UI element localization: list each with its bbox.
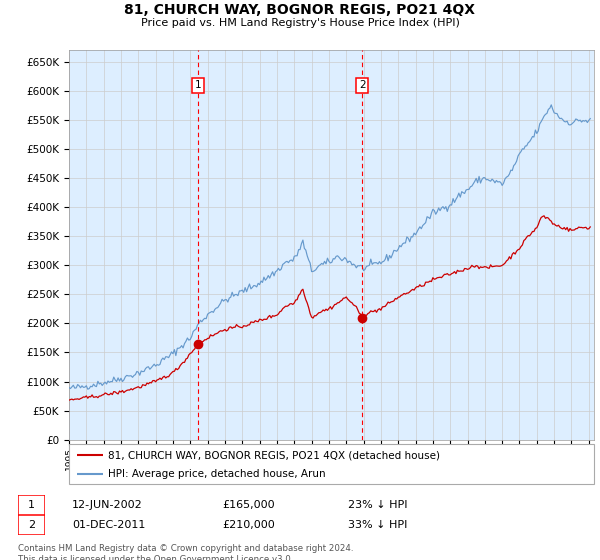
Text: 81, CHURCH WAY, BOGNOR REGIS, PO21 4QX (detached house): 81, CHURCH WAY, BOGNOR REGIS, PO21 4QX (… bbox=[109, 450, 440, 460]
Text: 12-JUN-2002: 12-JUN-2002 bbox=[72, 500, 143, 510]
Text: 2: 2 bbox=[28, 520, 35, 530]
Text: 23% ↓ HPI: 23% ↓ HPI bbox=[348, 500, 407, 510]
Text: HPI: Average price, detached house, Arun: HPI: Average price, detached house, Arun bbox=[109, 469, 326, 479]
Text: Contains HM Land Registry data © Crown copyright and database right 2024.
This d: Contains HM Land Registry data © Crown c… bbox=[18, 544, 353, 560]
Text: 1: 1 bbox=[28, 500, 35, 510]
FancyBboxPatch shape bbox=[69, 444, 594, 484]
FancyBboxPatch shape bbox=[18, 495, 45, 515]
Text: £210,000: £210,000 bbox=[222, 520, 275, 530]
Text: 2: 2 bbox=[359, 80, 365, 90]
Text: Price paid vs. HM Land Registry's House Price Index (HPI): Price paid vs. HM Land Registry's House … bbox=[140, 18, 460, 29]
Text: £165,000: £165,000 bbox=[222, 500, 275, 510]
Text: 01-DEC-2011: 01-DEC-2011 bbox=[72, 520, 145, 530]
Text: 33% ↓ HPI: 33% ↓ HPI bbox=[348, 520, 407, 530]
FancyBboxPatch shape bbox=[18, 515, 45, 535]
Text: 1: 1 bbox=[195, 80, 202, 90]
Text: 81, CHURCH WAY, BOGNOR REGIS, PO21 4QX: 81, CHURCH WAY, BOGNOR REGIS, PO21 4QX bbox=[125, 3, 476, 17]
